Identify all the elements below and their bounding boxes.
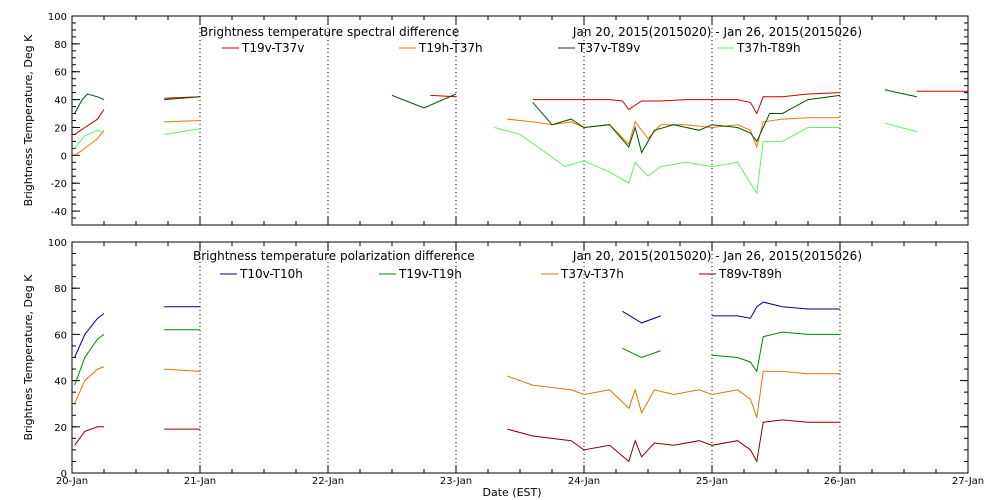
- y-tick-label: 40: [54, 377, 67, 388]
- series-line: [391, 93, 457, 109]
- series-line: [494, 127, 840, 195]
- panel-spectral-difference: -40 -20 0 20 40 60 80 100 Brightness Temperature…: [22, 12, 969, 226]
- series-T19v-T19h: [74, 329, 840, 386]
- legend-label: T19v-T37v: [241, 41, 304, 55]
- y-tick-label: -20: [51, 179, 67, 190]
- legend-label: T37v-T89v: [577, 41, 640, 55]
- y-tick-label: 100: [48, 238, 67, 249]
- y-tick-label: 80: [54, 40, 67, 51]
- legend-label: T10v-T10h: [239, 267, 303, 281]
- y-tick-label: 20: [54, 123, 67, 134]
- series-line: [164, 128, 201, 135]
- legend-label: T19v-T19h: [398, 267, 462, 281]
- series-line: [74, 93, 105, 114]
- series-line: [884, 89, 917, 98]
- series-line: [74, 366, 105, 404]
- x-tick-label: 22-Jan: [312, 476, 344, 487]
- x-tick-label: 25-Jan: [696, 476, 728, 487]
- y-tick-label: 60: [54, 330, 67, 341]
- x-tick-label: 26-Jan: [824, 476, 856, 487]
- series-line: [74, 313, 105, 358]
- series-line: [712, 301, 840, 319]
- series-line: [74, 129, 105, 156]
- chart-title: Brightness temperature spectral differen…: [200, 25, 459, 39]
- chart-title: Brightness temperature polarization diff…: [193, 249, 475, 263]
- y-tick-label: 60: [54, 68, 67, 79]
- legend-label: T37h-T89h: [736, 41, 801, 55]
- y-axis-label: Brightnes Temperature, Deg K: [22, 274, 35, 441]
- y-tick-label: 100: [48, 12, 67, 23]
- series-line: [532, 94, 841, 154]
- series-T37v-T89v: [74, 89, 917, 154]
- legend-label: T37v-T37h: [560, 267, 624, 281]
- x-tick-label: 27-Jan: [952, 476, 984, 487]
- series-line: [711, 331, 840, 373]
- series-T19h-T37h: [74, 117, 840, 156]
- series-T10v-T10h: [74, 301, 840, 358]
- legend-label: T89v-T89h: [718, 267, 782, 281]
- chart-date-range: Jan 20, 2015(2015020) - Jan 26, 2015(201…: [572, 25, 862, 39]
- y-tick-label: 0: [61, 469, 67, 480]
- x-axis-label: Date (EST): [482, 486, 541, 499]
- x-tick-label: 21-Jan: [184, 476, 216, 487]
- x-tick-label: 20-Jan: [56, 476, 88, 487]
- legend-label: T19h-T37h: [418, 41, 483, 55]
- series-line: [507, 117, 840, 149]
- series-line: [622, 310, 661, 324]
- series-line: [532, 92, 841, 115]
- y-tick-label: 80: [54, 284, 67, 295]
- series-line: [74, 109, 105, 135]
- x-tick-label: 23-Jan: [440, 476, 472, 487]
- y-tick-label: -40: [51, 207, 67, 218]
- y-axis-label: Brightness Temperature, Deg K: [22, 34, 35, 206]
- series-line: [164, 368, 201, 372]
- x-tick-label: 24-Jan: [568, 476, 600, 487]
- series-T89v-T89h: [74, 419, 840, 463]
- series-line: [507, 419, 840, 463]
- y-tick-label: 40: [54, 96, 67, 107]
- series-line: [164, 120, 201, 123]
- chart-date-range: Jan 20, 2015(2015020) - Jan 26, 2015(201…: [572, 249, 862, 263]
- y-tick-label: 20: [54, 423, 67, 434]
- series-line: [507, 370, 840, 418]
- series-line: [74, 426, 104, 446]
- series-line: [884, 122, 917, 133]
- series-line: [622, 347, 661, 359]
- series-line: [430, 94, 457, 98]
- y-tick-label: 0: [61, 151, 67, 162]
- plot-frame: [71, 241, 969, 474]
- series-line: [74, 333, 105, 386]
- series-T37h-T89h: [74, 122, 917, 195]
- series-T37v-T37h: [74, 366, 840, 418]
- panel-polarization-difference: 0 20 40 60 80 100 20-Jan 21-Jan 22-Jan 23-Jan 24-J…: [22, 238, 984, 487]
- series-line: [74, 129, 105, 149]
- series-line: [164, 96, 201, 101]
